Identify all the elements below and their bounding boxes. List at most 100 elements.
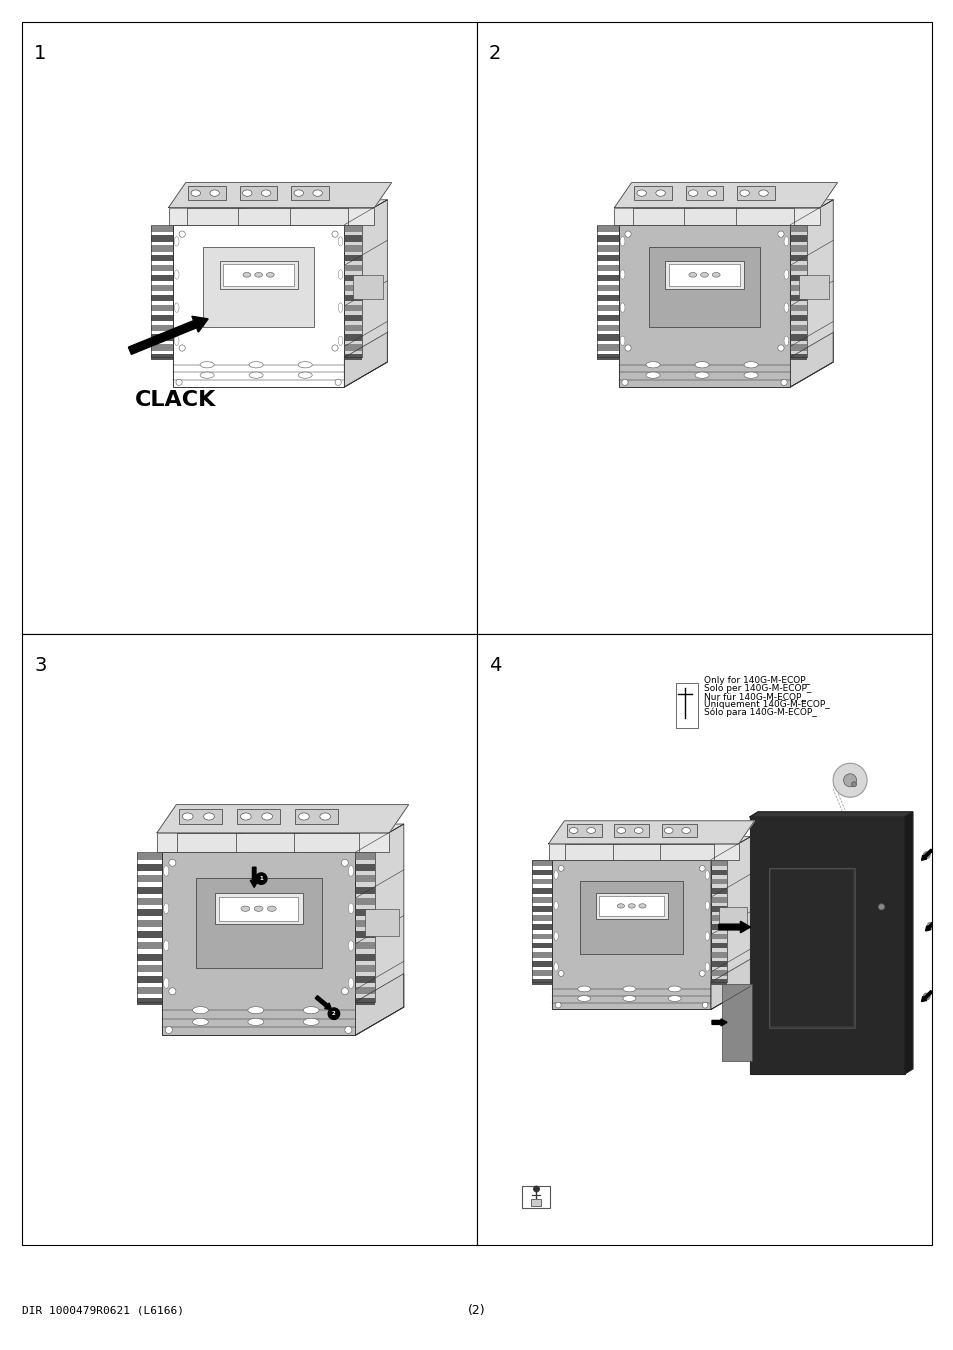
Ellipse shape	[242, 190, 252, 196]
Text: CLACK: CLACK	[135, 390, 216, 410]
Circle shape	[621, 379, 627, 386]
Circle shape	[328, 1008, 339, 1019]
Bar	[151, 225, 172, 232]
Circle shape	[335, 379, 341, 386]
Bar	[344, 294, 361, 301]
Ellipse shape	[253, 906, 263, 911]
Circle shape	[624, 344, 631, 351]
Bar	[290, 208, 347, 224]
Text: Sólo para 140G-M-ECOP_: Sólo para 140G-M-ECOP_	[703, 707, 817, 717]
Bar	[614, 824, 648, 837]
Bar	[151, 265, 172, 271]
FancyArrow shape	[924, 919, 936, 931]
Bar	[137, 998, 162, 1006]
Bar	[137, 852, 162, 1002]
Ellipse shape	[554, 963, 558, 971]
Text: 1: 1	[259, 876, 263, 882]
Bar	[137, 976, 162, 983]
Bar	[344, 354, 361, 360]
Bar	[235, 833, 301, 852]
Bar	[597, 225, 618, 232]
Text: 2: 2	[332, 1011, 335, 1017]
Text: 2: 2	[489, 45, 501, 63]
Bar	[188, 186, 226, 200]
Bar	[344, 305, 361, 310]
Bar	[532, 971, 552, 976]
Ellipse shape	[261, 190, 271, 196]
Bar	[137, 942, 162, 949]
Bar	[355, 853, 375, 860]
Circle shape	[777, 344, 783, 351]
Bar	[137, 921, 162, 927]
Polygon shape	[172, 200, 387, 224]
Bar	[151, 224, 172, 358]
Ellipse shape	[554, 931, 558, 941]
Bar	[151, 305, 172, 310]
Bar	[344, 315, 361, 321]
Circle shape	[165, 1026, 172, 1034]
Bar	[749, 817, 903, 1073]
Bar	[203, 247, 314, 327]
Circle shape	[832, 763, 866, 798]
Bar	[597, 265, 618, 271]
Bar	[294, 833, 358, 852]
Bar	[355, 965, 375, 972]
Bar	[355, 931, 375, 938]
Ellipse shape	[182, 813, 193, 819]
Ellipse shape	[261, 813, 273, 819]
Ellipse shape	[667, 986, 680, 992]
Bar	[179, 809, 222, 825]
Circle shape	[777, 231, 783, 238]
Bar	[137, 965, 162, 972]
Ellipse shape	[783, 236, 788, 246]
Bar	[710, 961, 726, 967]
Bar	[532, 896, 552, 903]
Circle shape	[878, 904, 883, 910]
Bar	[355, 864, 375, 871]
Ellipse shape	[704, 871, 709, 879]
Ellipse shape	[634, 828, 642, 833]
Bar	[597, 246, 618, 251]
Bar	[151, 275, 172, 281]
Circle shape	[555, 1002, 560, 1008]
Ellipse shape	[163, 903, 169, 914]
Bar	[157, 833, 389, 852]
Ellipse shape	[743, 362, 758, 369]
Ellipse shape	[578, 986, 590, 992]
Bar	[355, 942, 375, 949]
Circle shape	[923, 994, 929, 1000]
Circle shape	[344, 1026, 352, 1034]
Ellipse shape	[619, 236, 624, 246]
Bar	[710, 869, 726, 875]
Text: Solo per 140G-M-ECOP_: Solo per 140G-M-ECOP_	[703, 684, 811, 693]
Circle shape	[699, 865, 704, 871]
Bar	[595, 894, 667, 919]
Circle shape	[699, 971, 704, 976]
Bar	[789, 275, 806, 281]
Circle shape	[842, 774, 856, 787]
Bar	[355, 875, 375, 883]
Ellipse shape	[303, 1018, 318, 1026]
Bar	[789, 235, 806, 242]
Bar	[710, 942, 726, 949]
Circle shape	[781, 379, 786, 386]
Bar	[552, 860, 710, 1010]
Bar	[344, 224, 361, 358]
FancyArrow shape	[718, 921, 750, 933]
Ellipse shape	[740, 190, 749, 196]
Bar	[151, 246, 172, 251]
Bar	[598, 896, 663, 915]
Ellipse shape	[655, 190, 664, 196]
Bar	[531, 1199, 541, 1207]
Text: 3: 3	[34, 656, 47, 675]
Bar	[151, 255, 172, 262]
Ellipse shape	[248, 1007, 263, 1014]
Bar	[597, 294, 618, 301]
Ellipse shape	[267, 906, 276, 911]
Bar	[344, 275, 361, 281]
Bar	[137, 864, 162, 871]
Ellipse shape	[695, 373, 708, 378]
Bar	[710, 925, 726, 930]
Circle shape	[179, 344, 185, 351]
Bar	[137, 987, 162, 994]
